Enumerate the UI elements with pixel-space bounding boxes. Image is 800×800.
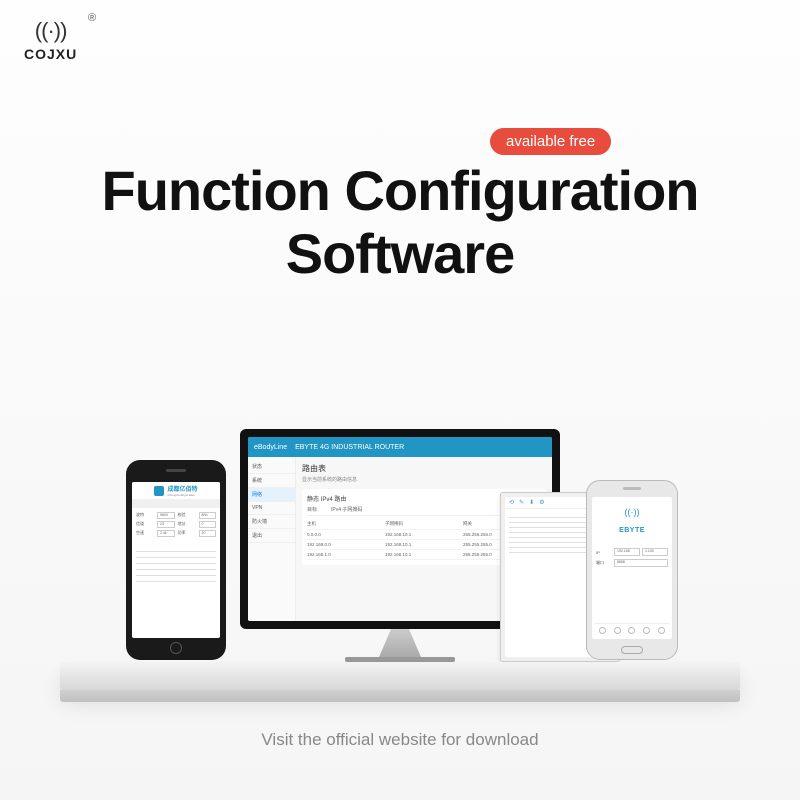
smartphone-white: ((·)) EBYTE IP 192.168 1.100 端口 8888 bbox=[586, 480, 678, 660]
refresh-icon[interactable]: ⟲ bbox=[509, 499, 514, 506]
footer-text: Visit the official website for download bbox=[0, 730, 800, 750]
app-header: 成都亿佰特 Chengdu Ebyte Elec bbox=[132, 482, 220, 500]
divider bbox=[136, 563, 216, 564]
input[interactable]: 0 bbox=[199, 521, 217, 528]
tab[interactable]: 目标 bbox=[307, 506, 317, 513]
input[interactable]: 9600 bbox=[157, 512, 175, 519]
form-row: 波特 9600 校验 8N1 bbox=[136, 512, 216, 519]
devices-showcase: eBodyLine EBYTE 4G INDUSTRIAL ROUTER 状态 … bbox=[0, 360, 800, 690]
config-form: 波特 9600 校验 8N1 信道 23 地址 0 空速 2.4k 功率 20 bbox=[132, 508, 220, 543]
input[interactable]: 192.168 bbox=[614, 548, 640, 556]
display-shelf bbox=[60, 662, 740, 690]
sidebar-item[interactable]: 退出 bbox=[248, 529, 295, 543]
smartphone-dark: 成都亿佰特 Chengdu Ebyte Elec 波特 9600 校验 8N1 … bbox=[126, 460, 226, 660]
input[interactable]: 8N1 bbox=[199, 512, 217, 519]
sidebar-item[interactable]: 防火墙 bbox=[248, 515, 295, 529]
sidebar-item[interactable]: 网络 bbox=[248, 488, 295, 502]
app-tabbar bbox=[132, 500, 220, 508]
app-subtitle: Chengdu Ebyte Elec bbox=[167, 493, 197, 497]
monitor-stand bbox=[370, 629, 430, 657]
headline-line-1: Function Configuration bbox=[102, 159, 699, 222]
sidebar-item[interactable]: 状态 bbox=[248, 460, 295, 474]
form-row: 空速 2.4k 功率 20 bbox=[136, 530, 216, 537]
form-row: 端口 8888 bbox=[596, 559, 668, 567]
header-title: EBYTE 4G INDUSTRIAL ROUTER bbox=[295, 444, 404, 451]
input[interactable]: 23 bbox=[157, 521, 175, 528]
edit-icon[interactable]: ✎ bbox=[519, 499, 524, 506]
phone-speaker bbox=[623, 487, 641, 490]
nav-icon[interactable] bbox=[658, 627, 665, 634]
divider bbox=[136, 581, 216, 582]
antenna-icon: ((·)) bbox=[24, 18, 77, 44]
phone-screen: 成都亿佰特 Chengdu Ebyte Elec 波特 9600 校验 8N1 … bbox=[132, 482, 220, 638]
content-title: 路由表 bbox=[302, 463, 546, 474]
phone-screen: ((·)) EBYTE IP 192.168 1.100 端口 8888 bbox=[592, 497, 672, 639]
home-button[interactable] bbox=[170, 642, 182, 654]
trademark-icon: ® bbox=[88, 12, 96, 24]
input[interactable]: 8888 bbox=[614, 559, 668, 567]
bottom-nav bbox=[595, 623, 669, 637]
ebyte-logo: EBYTE bbox=[619, 527, 645, 534]
divider bbox=[136, 551, 216, 552]
input[interactable]: 2.4k bbox=[157, 530, 175, 537]
list-area bbox=[132, 543, 220, 590]
config-form: IP 192.168 1.100 端口 8888 bbox=[596, 548, 668, 570]
free-badge: available free bbox=[490, 128, 611, 155]
divider bbox=[136, 569, 216, 570]
router-header: eBodyLine EBYTE 4G INDUSTRIAL ROUTER bbox=[248, 437, 552, 457]
page-title: Function Configuration Software bbox=[0, 160, 800, 285]
tab[interactable]: IPv4 子网掩码 bbox=[331, 506, 362, 513]
content-subtitle: 显示当前系统的路由信息 bbox=[302, 476, 546, 483]
brand-name: COJXU bbox=[24, 46, 77, 62]
input[interactable]: 1.100 bbox=[642, 548, 668, 556]
phone-speaker bbox=[166, 469, 186, 472]
router-sidebar: 状态 系统 网络 VPN 防火墙 退出 bbox=[248, 457, 296, 621]
divider bbox=[136, 575, 216, 576]
nav-icon[interactable] bbox=[614, 627, 621, 634]
headline-line-2: Software bbox=[286, 222, 515, 285]
nav-icon[interactable] bbox=[643, 627, 650, 634]
header-brand: eBodyLine bbox=[254, 444, 287, 451]
sidebar-item[interactable]: 系统 bbox=[248, 474, 295, 488]
divider bbox=[136, 557, 216, 558]
input[interactable]: 20 bbox=[199, 530, 217, 537]
app-logo-icon bbox=[154, 486, 164, 496]
form-row: IP 192.168 1.100 bbox=[596, 548, 668, 556]
nav-icon[interactable] bbox=[599, 627, 606, 634]
form-row: 信道 23 地址 0 bbox=[136, 521, 216, 528]
brand-logo: ((·)) COJXU bbox=[24, 18, 77, 62]
antenna-icon: ((·)) bbox=[625, 507, 640, 517]
gear-icon[interactable]: ⚙ bbox=[539, 499, 544, 506]
app-title: 成都亿佰特 bbox=[167, 484, 197, 493]
home-button[interactable] bbox=[621, 646, 643, 654]
download-icon[interactable]: ⬇ bbox=[529, 499, 534, 506]
nav-icon[interactable] bbox=[628, 627, 635, 634]
sidebar-item[interactable]: VPN bbox=[248, 502, 295, 515]
